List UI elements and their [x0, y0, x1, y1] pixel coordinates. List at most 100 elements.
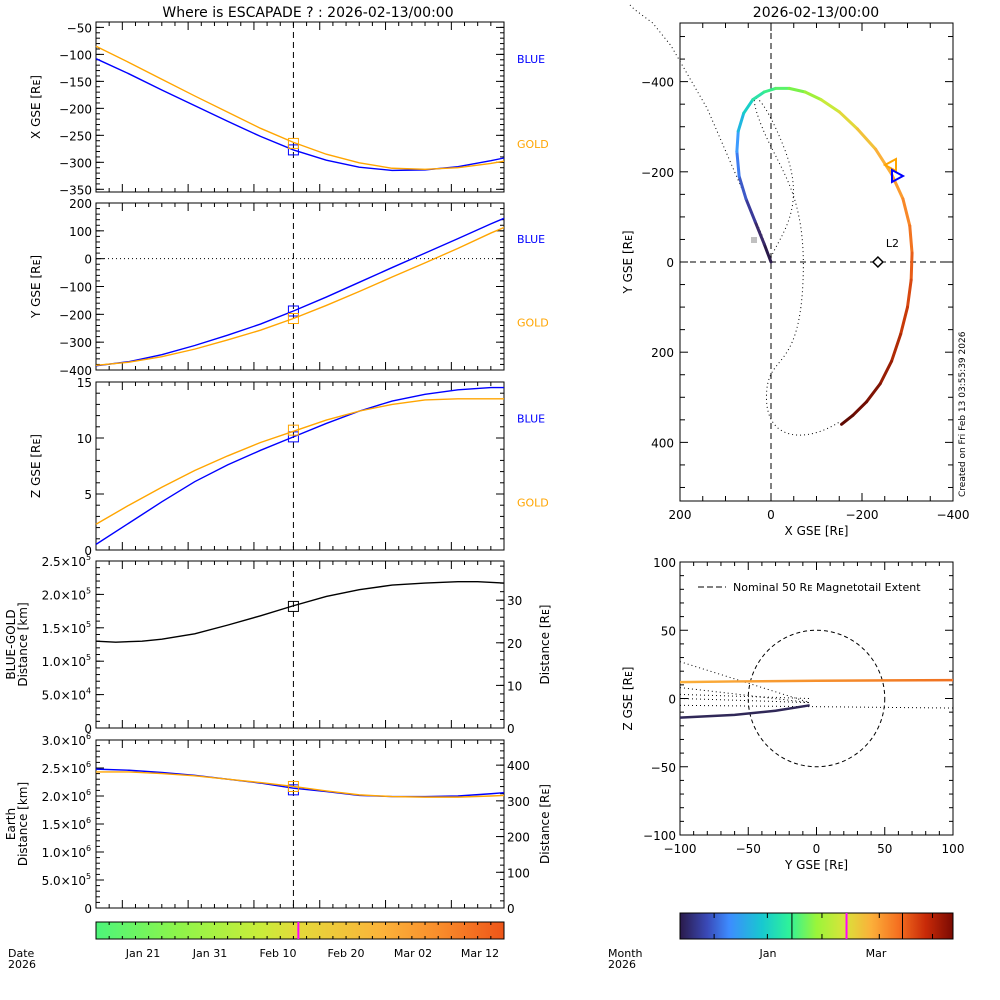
marker-gold	[287, 424, 299, 436]
date-colorbar-gradient	[95, 921, 505, 940]
y-axis-label: Y GSE [Rᴇ]	[29, 255, 43, 319]
trajectory-segment	[906, 278, 913, 309]
y-tick-label-exp: 6	[86, 816, 91, 825]
xy-y-tick-label: −200	[641, 166, 674, 180]
date-tick-label: Feb 10	[260, 947, 297, 960]
series-gold	[95, 398, 504, 525]
gold-position-triangle	[882, 157, 897, 173]
y-tick-label-text: 5.0×10	[42, 689, 86, 703]
y-tick-label: 0	[84, 253, 92, 267]
date-tick-label: Feb 20	[328, 947, 365, 960]
y-tick-label-exp: 5	[86, 620, 91, 629]
legend-blue: BLUE	[517, 53, 545, 66]
xy-x-tick-label: −200	[846, 508, 879, 522]
panel-z_gse: 15 10 5 0 Z GSE [Rᴇ] BLUE GOLD	[29, 376, 549, 558]
xy-x-axis-label: X GSE [Rᴇ]	[785, 524, 849, 538]
yz-y-axis-label: Z GSE [Rᴇ]	[621, 667, 635, 731]
xy-y-axis-label: Y GSE [Rᴇ]	[621, 230, 635, 294]
yz-trajectory-late	[679, 678, 954, 684]
y-tick-label: 1.5×10 6	[42, 816, 92, 832]
legend-gold: GOLD	[517, 317, 549, 330]
y2-tick-label: 0	[507, 722, 515, 736]
yz-reference-line	[679, 687, 810, 704]
month-label: Month	[608, 947, 643, 960]
y2-tick-label: 300	[507, 795, 530, 809]
yz-reference-line	[679, 693, 810, 699]
y-tick-label-exp: 6	[86, 760, 91, 769]
legend-blue: BLUE	[517, 412, 545, 425]
y-tick-label-text: 1.0×10	[42, 655, 86, 669]
xy-plot-title: 2026-02-13/00:00	[753, 5, 879, 21]
yz-x-tick-label: −50	[736, 842, 761, 856]
yz-reference-line	[679, 704, 954, 709]
y-tick-label-text: 0	[84, 902, 92, 916]
yz-y-tick-label: 50	[661, 624, 676, 638]
y-tick-label: 100	[69, 225, 92, 239]
xy-x-tick-label: 200	[669, 508, 692, 522]
y-tick-label-text: 2.0×10	[42, 790, 86, 804]
y2-axis-label: Distance [Rᴇ]	[538, 605, 552, 685]
yz-trajectory-plot: −100 −50 0 50 100 100 50 0 −50 −100 Y GSE [Rᴇ] Z GS…	[621, 556, 964, 872]
trajectory-segment	[737, 174, 748, 201]
date-colorbar-ticks	[95, 922, 505, 939]
yz-reference-line	[679, 698, 810, 704]
sun-direction-marker	[751, 237, 757, 243]
marker-gold	[287, 780, 299, 792]
y-tick-label: 200	[69, 197, 92, 211]
y-tick-label-text: 3.0×10	[42, 734, 86, 748]
marker-gold	[287, 313, 299, 325]
y2-tick-label: 30	[507, 594, 522, 608]
xy-y-tick-label: 200	[651, 346, 674, 360]
trajectory-segment	[751, 90, 766, 102]
trajectory-segment	[744, 197, 757, 223]
reference-orbit-line	[629, 4, 772, 263]
y-tick-label-exp: 6	[86, 788, 91, 797]
y-tick-label: −300	[59, 336, 92, 350]
y2-axis-label: Distance [Rᴇ]	[538, 784, 552, 864]
l2-diamond	[871, 255, 884, 269]
panel-frame	[95, 21, 505, 193]
trajectory-segment	[819, 98, 841, 114]
y-tick-label-text: 2.5×10	[42, 555, 86, 569]
marker-blue-gold	[287, 600, 299, 612]
month-tick-mar: Mar	[866, 947, 887, 960]
marker-blue	[287, 305, 299, 317]
y-tick-label: 2.0×10 5	[42, 586, 92, 602]
legend-text: Nominal 50 Rᴇ Magnetotail Extent	[733, 581, 921, 594]
date-colorbar: Date 2026 Jan 21 Jan 31 Feb 10 Feb 20 Mar 02…	[8, 921, 505, 971]
y-tick-label: 2.5×10 5	[42, 553, 92, 569]
xy-trajectory-plot: 200 0 −200 −400 −400 −200 0 200 400 X GSE [Rᴇ] Y G…	[621, 4, 969, 538]
month-colorbar-gradient	[679, 912, 954, 940]
l2-label: L2	[886, 237, 899, 250]
main-title: Where is ESCAPADE ? : 2026-02-13/00:00	[162, 5, 453, 21]
trajectory-segment	[736, 111, 746, 133]
panel-blue_gold_distance: 2.5×10 52.0×10 51.5×10 51.0×10 55.0×10 403020…	[4, 553, 552, 736]
trajectory-segment	[899, 305, 909, 336]
trajectory-segment	[762, 242, 773, 264]
y-axis-label-line1: Earth	[4, 808, 18, 840]
yz-x-tick-label: 50	[877, 842, 892, 856]
y-tick-label-text: 5.0×10	[42, 874, 86, 888]
yz-x-axis-label: Y GSE [Rᴇ]	[784, 858, 848, 872]
trajectory-segment	[742, 98, 755, 115]
trajectory-segment	[874, 147, 894, 176]
y-tick-label: −300	[59, 156, 92, 170]
y-tick-label-text: 2.5×10	[42, 762, 86, 776]
time-series-panels: −50 −100 −150 −200 −250 −300 −350 X GSE [Rᴇ] BLU…	[4, 21, 552, 916]
y-tick-label: −400	[59, 364, 92, 378]
y-tick-label: 10	[77, 432, 92, 446]
panel-frame	[95, 381, 505, 551]
legend-gold: GOLD	[517, 496, 549, 509]
yz-y-tick-label: 100	[653, 556, 676, 570]
reference-figure-eight-orbit	[754, 97, 840, 436]
y-axis-label: Z GSE [Rᴇ]	[29, 434, 43, 498]
trajectory-segment	[855, 127, 878, 151]
y-tick-label: 1.5×10 5	[42, 620, 92, 636]
y-tick-label-exp: 5	[86, 653, 91, 662]
y2-tick-label: 10	[507, 679, 522, 693]
y-tick-label: 1.0×10 6	[42, 844, 92, 860]
month-colorbar-ticks	[713, 913, 934, 939]
series-blue	[95, 386, 504, 545]
month-year-label: 2026	[608, 958, 636, 971]
yz-x-tick-label: −100	[664, 842, 697, 856]
